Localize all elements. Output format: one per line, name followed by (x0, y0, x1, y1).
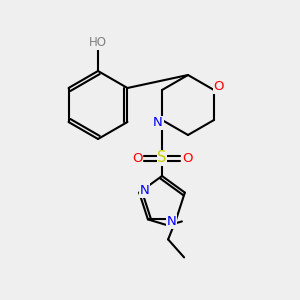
Text: HO: HO (89, 37, 107, 50)
Text: O: O (182, 152, 192, 164)
Text: O: O (214, 80, 224, 94)
Text: N: N (166, 215, 176, 228)
Text: S: S (157, 151, 167, 166)
Text: N: N (139, 184, 149, 197)
Text: N: N (153, 116, 163, 130)
Text: O: O (132, 152, 142, 164)
